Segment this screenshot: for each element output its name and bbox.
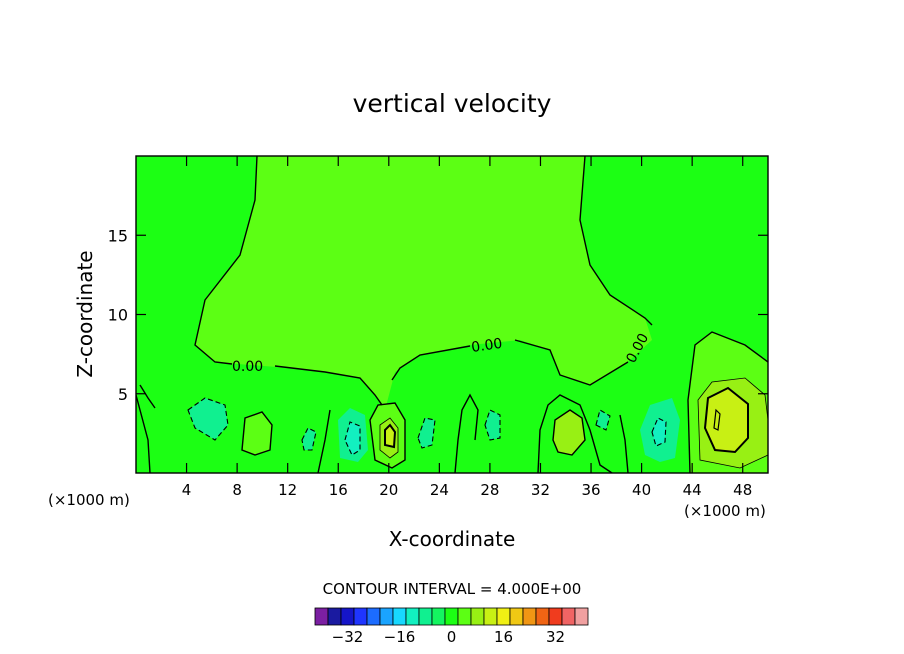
colorbar-swatch — [522, 607, 537, 626]
field-negative-x25 — [418, 418, 435, 448]
colorbar-swatch — [392, 607, 407, 626]
field-positive-right-core — [705, 388, 748, 452]
x-unit-left: (×1000 m) — [48, 491, 130, 509]
field-positive-upper — [195, 156, 652, 410]
x-tick-label: 44 — [683, 481, 702, 499]
colorbar-tick-label: 0 — [447, 628, 457, 646]
plot-fields — [136, 156, 768, 473]
colorbar-swatch — [457, 607, 472, 626]
colorbar-swatch — [327, 607, 342, 626]
colorbar-swatch — [548, 607, 563, 626]
colorbar-swatch — [444, 607, 459, 626]
contour-label-2: 0.00 — [470, 336, 503, 356]
field-negative-x4 — [188, 398, 228, 440]
colorbar-swatch — [366, 607, 381, 626]
y-tick-label: 10 — [108, 306, 128, 325]
x-tick-label: 12 — [278, 481, 297, 499]
x-axis-label: X-coordinate — [389, 527, 516, 551]
y-axis-ticks: 5 10 15 — [108, 226, 768, 404]
zero-contours — [136, 156, 768, 473]
field-positive-x9 — [242, 412, 272, 455]
x-tick-label: 16 — [329, 481, 348, 499]
colorbar-tick-label: −16 — [384, 628, 416, 646]
colorbar-tick-label: 32 — [546, 628, 565, 646]
contour-interval-label: CONTOUR INTERVAL = 4.000E+00 — [323, 580, 582, 598]
colorbar-swatch — [314, 607, 329, 626]
y-axis-label: Z-coordinate — [73, 250, 97, 377]
colorbar-tick-label: −32 — [332, 628, 364, 646]
field-negative-x36 — [596, 410, 610, 430]
colorbar-swatch — [431, 607, 446, 626]
colorbar-swatch — [353, 607, 368, 626]
x-tick-label: 28 — [480, 481, 499, 499]
contour-right-core-inner — [713, 408, 721, 431]
x-tick-label: 4 — [182, 481, 192, 499]
colorbar-swatch — [340, 607, 355, 626]
x-tick-label: 8 — [232, 481, 242, 499]
field-negative-x28 — [485, 410, 500, 440]
field-positive-x20-core — [385, 425, 395, 447]
colorbar-swatch — [379, 607, 394, 626]
x-tick-label: 48 — [733, 481, 752, 499]
x-unit-right: (×1000 m) — [684, 502, 766, 520]
positive-core-contours — [384, 386, 749, 454]
field-negative-x41-core — [652, 418, 666, 446]
y-tick-label: 15 — [108, 226, 128, 245]
colorbar-swatch — [535, 607, 550, 626]
field-negative-x16-core — [345, 422, 360, 455]
colorbar-swatch — [483, 607, 498, 626]
x-tick-label: 32 — [531, 481, 550, 499]
field-negative-x13 — [302, 428, 316, 450]
x-tick-label: 20 — [379, 481, 398, 499]
colorbar-swatch — [561, 607, 576, 626]
positive-mid-contours — [379, 377, 768, 469]
y-tick-label: 5 — [118, 385, 128, 404]
x-tick-label: 24 — [430, 481, 449, 499]
colorbar — [314, 607, 589, 626]
negative-contours — [187, 397, 667, 456]
x-axis-ticks: 4 8 12 16 20 24 28 32 36 40 44 48 — [182, 156, 752, 499]
colorbar-swatch — [496, 607, 511, 626]
x-tick-label: 36 — [581, 481, 600, 499]
colorbar-swatch — [405, 607, 420, 626]
chart-title: vertical velocity — [353, 89, 552, 118]
contour-label-1: 0.00 — [232, 359, 263, 375]
colorbar-labels: −32 −16 0 16 32 — [332, 628, 565, 646]
colorbar-swatch — [418, 607, 433, 626]
colorbar-swatch — [509, 607, 524, 626]
colorbar-tick-label: 16 — [494, 628, 513, 646]
field-positive-x34 — [553, 410, 585, 455]
colorbar-swatch — [574, 607, 589, 626]
x-tick-label: 40 — [632, 481, 651, 499]
colorbar-swatch — [470, 607, 485, 626]
